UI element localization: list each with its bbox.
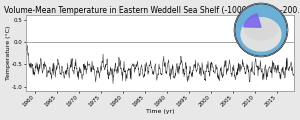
Polygon shape: [244, 14, 261, 27]
Polygon shape: [244, 18, 278, 40]
Polygon shape: [235, 3, 287, 57]
Y-axis label: Temperature (°C): Temperature (°C): [6, 26, 10, 80]
Polygon shape: [241, 18, 281, 51]
X-axis label: Time (yr): Time (yr): [146, 109, 175, 114]
Title: Volume-Mean Temperature in Eastern Weddell Sea Shelf (-1000.0 < z < -200.0 m): Volume-Mean Temperature in Eastern Wedde…: [4, 6, 300, 15]
